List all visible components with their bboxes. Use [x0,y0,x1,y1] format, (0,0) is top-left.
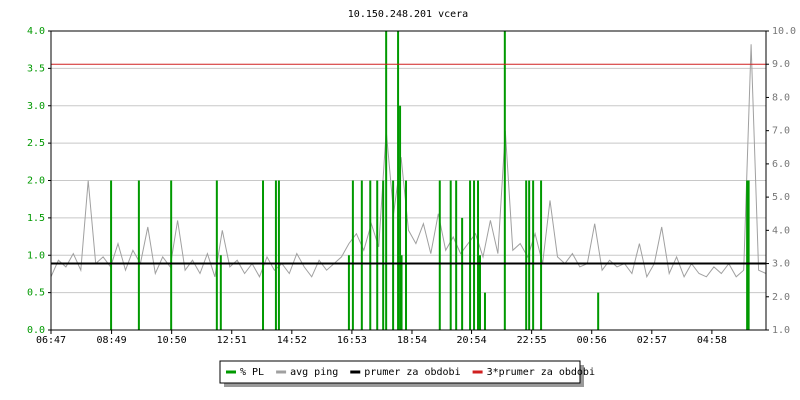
y-tick-label: 1.0 [27,250,45,261]
y2-tick-label: 8.0 [772,92,790,103]
x-tick-label: 02:57 [637,335,667,346]
x-tick-label: 04:58 [697,335,727,346]
legend-label: % PL [240,367,264,378]
x-tick-label: 14:52 [277,335,307,346]
x-tick-label: 12:51 [217,335,247,346]
y-tick-label: 0.0 [27,325,45,336]
y-tick-label: 2.5 [27,138,45,149]
y2-tick-label: 5.0 [772,192,790,203]
y-tick-label: 1.5 [27,213,45,224]
y-tick-label: 3.5 [27,63,45,74]
y2-tick-label: 4.0 [772,225,790,236]
y2-tick-label: 10.0 [772,26,796,37]
y2-tick-label: 6.0 [772,159,790,170]
y-tick-label: 2.0 [27,176,45,187]
y2-tick-label: 1.0 [772,325,790,336]
x-tick-label: 16:53 [337,335,367,346]
plot-frame [50,30,767,331]
y-tick-label: 4.0 [27,26,45,37]
y2-tick-label: 3.0 [772,259,790,270]
y2-tick-label: 2.0 [772,292,790,303]
chart-title: 10.150.248.201 vcera [348,9,468,20]
x-tick-label: 00:56 [577,335,607,346]
y2-tick-label: 9.0 [772,59,790,70]
y-tick-label: 3.0 [27,101,45,112]
legend-label: 3*prumer za obdobi [487,367,595,378]
x-tick-label: 20:54 [457,335,487,346]
x-tick-label: 22:55 [517,335,547,346]
x-tick-label: 10:50 [157,335,187,346]
x-tick-label: 06:47 [36,335,66,346]
x-tick-label: 18:54 [397,335,427,346]
y-tick-label: 0.5 [27,288,45,299]
legend-label: prumer za obdobi [364,367,460,378]
legend-label: avg ping [290,367,338,378]
y2-tick-label: 7.0 [772,126,790,137]
x-tick-label: 08:49 [97,335,127,346]
legend-box [219,360,581,384]
